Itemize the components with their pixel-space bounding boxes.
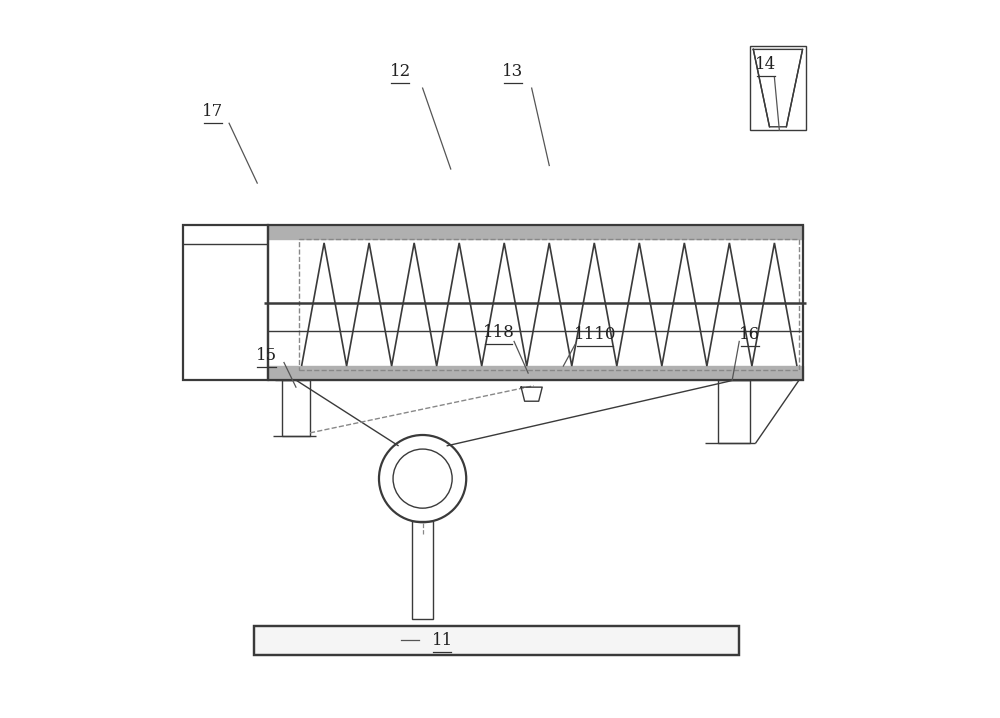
Text: 16: 16 [739, 326, 760, 343]
Bar [750, 46, 806, 131]
Bar [268, 225, 803, 380]
Bar [718, 380, 750, 444]
Text: 15: 15 [256, 347, 277, 364]
Bar [254, 626, 739, 655]
Text: 11: 11 [432, 632, 453, 649]
Bar [254, 626, 739, 655]
Bar [282, 380, 310, 437]
Text: 12: 12 [389, 63, 411, 80]
Text: 118: 118 [483, 324, 515, 341]
Bar [412, 521, 433, 620]
Bar [299, 239, 799, 370]
Text: 14: 14 [755, 57, 777, 73]
Text: 1110: 1110 [574, 326, 616, 343]
Bar [183, 225, 268, 380]
Text: 13: 13 [502, 63, 523, 80]
Text: 17: 17 [202, 103, 224, 120]
